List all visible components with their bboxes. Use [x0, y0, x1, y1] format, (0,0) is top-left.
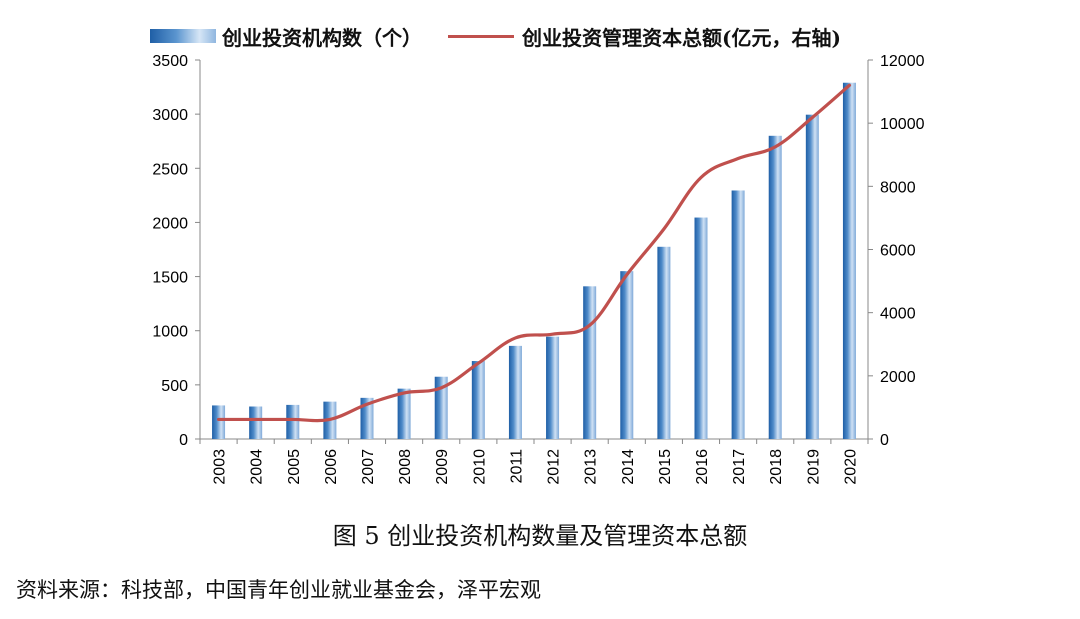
x-tick-label: 2008 — [397, 449, 414, 485]
x-tick-label: 2010 — [471, 449, 488, 485]
y-right-tick-label: 0 — [880, 432, 889, 449]
y-left-tick-label: 500 — [161, 378, 188, 395]
y-left-tick-label: 1500 — [152, 270, 188, 287]
y-left-tick-label: 1000 — [152, 324, 188, 341]
x-tick-label: 2005 — [286, 449, 303, 485]
bar — [471, 361, 485, 439]
chart-area: 0 500 1000 1500 2000 2500 3000 3500 0 2000 4000 600… — [152, 53, 924, 485]
y-right-tick-label: 2000 — [880, 369, 916, 386]
y-left-tick-label: 0 — [179, 432, 188, 449]
legend-bar-swatch — [150, 29, 216, 43]
bar — [249, 406, 263, 439]
x-tick-label: 2012 — [546, 449, 563, 485]
line-series — [216, 83, 852, 423]
tick-labels: 0 500 1000 1500 2000 2500 3000 3500 0 2000 4000 600… — [152, 53, 924, 485]
series-line — [216, 83, 852, 423]
figure-title: 图 5 创业投资机构数量及管理资本总额 — [332, 522, 748, 550]
y-right-tick-label: 8000 — [880, 179, 916, 196]
x-tick-label: 2014 — [620, 449, 637, 485]
x-tick-label: 2017 — [731, 449, 748, 485]
source-note: 资料来源：科技部，中国青年创业就业基金会，泽平宏观 — [16, 578, 541, 602]
x-tick-label: 2015 — [657, 449, 674, 485]
bar — [842, 82, 856, 440]
y-right-tick-label: 12000 — [880, 53, 925, 70]
bar — [286, 404, 300, 439]
x-tick-label: 2011 — [508, 449, 525, 484]
bar — [397, 388, 411, 439]
legend-line-label: 创业投资管理资本总额(亿元，右轴) — [522, 25, 841, 50]
legend-bar-label: 创业投资机构数（个） — [222, 25, 422, 50]
bar — [694, 217, 708, 439]
bar — [434, 376, 448, 439]
bar — [620, 271, 634, 439]
y-right-tick-label: 10000 — [880, 116, 925, 133]
bar — [805, 114, 819, 439]
legend-line-swatch — [448, 34, 514, 38]
bar — [731, 190, 745, 439]
bar — [212, 405, 226, 439]
x-tick-label: 2019 — [805, 449, 822, 485]
bar — [583, 286, 597, 439]
y-right-tick-label: 4000 — [880, 306, 916, 323]
bar — [546, 336, 560, 439]
bar — [508, 345, 522, 439]
x-tick-label: 2006 — [323, 449, 340, 485]
x-tick-label: 2016 — [694, 449, 711, 485]
chart-legend: 创业投资机构数（个） 创业投资管理资本总额(亿元，右轴) — [150, 22, 841, 50]
x-tick-label: 2020 — [842, 449, 859, 485]
y-left-tick-label: 3500 — [152, 53, 188, 70]
x-tick-label: 2013 — [583, 449, 600, 485]
x-tick-label: 2007 — [360, 449, 377, 485]
x-tick-label: 2009 — [434, 449, 451, 485]
bar — [768, 135, 782, 440]
axes — [195, 59, 873, 444]
y-left-tick-label: 2000 — [152, 215, 188, 232]
bar — [360, 397, 374, 439]
x-tick-label: 2003 — [212, 449, 229, 485]
bar-series — [212, 82, 856, 440]
y-right-tick-label: 6000 — [880, 243, 916, 260]
y-left-tick-label: 3000 — [152, 107, 188, 124]
x-tick-label: 2018 — [768, 449, 785, 485]
y-left-tick-label: 2500 — [152, 161, 188, 178]
x-tick-label: 2004 — [249, 449, 266, 485]
bar — [657, 246, 671, 439]
